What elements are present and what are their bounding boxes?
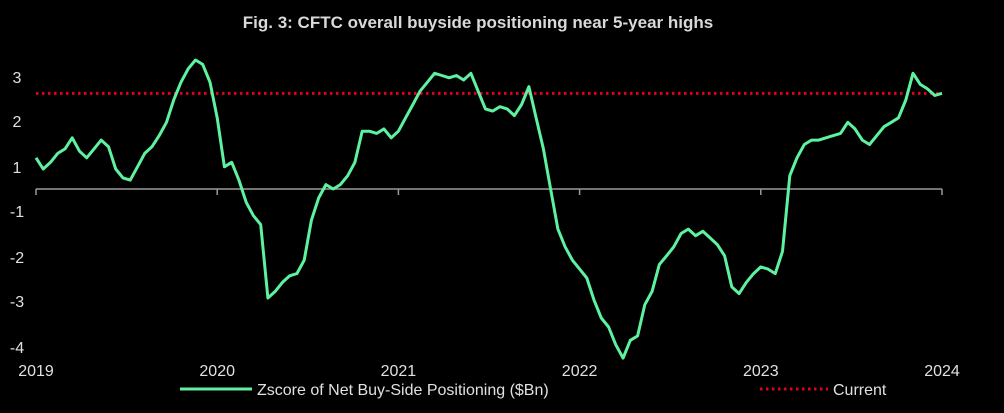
y-tick-label: -4 <box>10 340 24 357</box>
x-tick-label: 2020 <box>199 363 235 380</box>
y-axis-tick-labels: 3 2 1 -1 -2 -3 -4 <box>10 70 24 357</box>
chart-title: Fig. 3: CFTC overall buyside positioning… <box>243 13 713 32</box>
y-tick-label: 1 <box>13 160 22 177</box>
legend-label-zscore: Zscore of Net Buy-Side Positioning ($Bn) <box>257 382 549 399</box>
x-tick-label: 2023 <box>743 363 779 380</box>
y-tick-label: 3 <box>13 70 22 87</box>
zscore-series-line <box>34 58 943 360</box>
x-tick-label: 2022 <box>562 363 598 380</box>
legend-label-current: Current <box>833 382 887 399</box>
y-tick-label: -2 <box>10 250 24 267</box>
x-tick-label: 2019 <box>18 363 54 380</box>
x-tick-label: 2021 <box>381 363 417 380</box>
y-tick-label: 2 <box>13 114 22 131</box>
legend: Zscore of Net Buy-Side Positioning ($Bn)… <box>180 382 887 399</box>
x-tick-label: 2024 <box>924 363 960 380</box>
y-tick-label: -1 <box>10 204 24 221</box>
x-axis-tick-marks <box>35 189 943 195</box>
y-tick-label: -3 <box>10 294 24 311</box>
x-axis-tick-labels: 2019 2020 2021 2022 2023 2024 <box>18 363 960 380</box>
